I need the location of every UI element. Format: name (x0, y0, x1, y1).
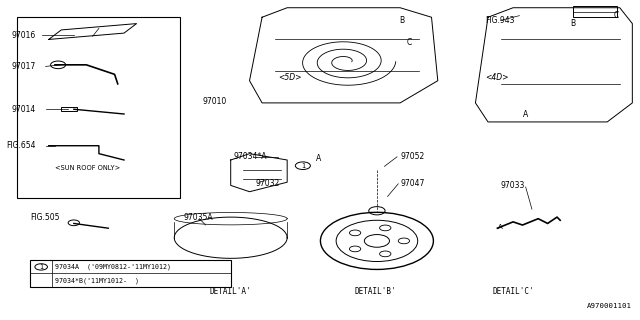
Text: 97017: 97017 (12, 62, 36, 71)
FancyBboxPatch shape (61, 107, 77, 111)
Text: C: C (614, 11, 620, 20)
Text: 97014: 97014 (12, 105, 36, 114)
Text: FIG.654: FIG.654 (6, 141, 36, 150)
Text: 97047: 97047 (400, 179, 424, 188)
Text: C: C (407, 38, 412, 47)
Text: 97032: 97032 (256, 179, 280, 188)
Text: DETAIL'C': DETAIL'C' (492, 287, 534, 296)
Text: 1: 1 (301, 163, 305, 169)
Text: <SUN ROOF ONLY>: <SUN ROOF ONLY> (55, 165, 120, 171)
FancyBboxPatch shape (17, 17, 180, 198)
Text: DETAIL'B': DETAIL'B' (354, 287, 396, 296)
FancyBboxPatch shape (573, 6, 617, 17)
Text: FIG.505: FIG.505 (30, 212, 60, 222)
Text: <4D>: <4D> (486, 73, 509, 82)
Text: FIG.943: FIG.943 (485, 16, 515, 25)
Text: 97052: 97052 (400, 152, 424, 161)
Text: A: A (498, 224, 503, 230)
Text: 97035A: 97035A (184, 212, 213, 222)
Text: 97034*B('11MY1012-  ): 97034*B('11MY1012- ) (55, 278, 139, 284)
Text: DETAIL'A': DETAIL'A' (210, 287, 252, 296)
Text: 97010: 97010 (202, 97, 227, 106)
Text: A: A (316, 154, 321, 163)
Text: 97016: 97016 (12, 31, 36, 40)
Text: 97034A  ('09MY0812-'11MY1012): 97034A ('09MY0812-'11MY1012) (55, 263, 171, 269)
Text: 97034*A: 97034*A (234, 152, 268, 161)
Text: A970001101: A970001101 (588, 303, 632, 309)
Text: B: B (570, 19, 575, 28)
Text: 97033: 97033 (501, 181, 525, 190)
Text: A: A (523, 109, 528, 118)
FancyBboxPatch shape (30, 260, 230, 287)
Text: 1: 1 (39, 264, 44, 270)
Text: B: B (399, 16, 404, 25)
Text: <5D>: <5D> (278, 73, 302, 82)
